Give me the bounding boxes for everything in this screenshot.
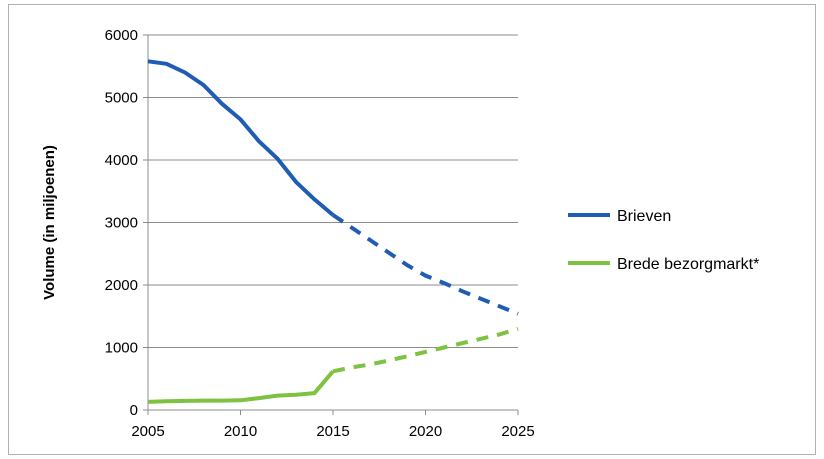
series-line-brieven bbox=[147, 59, 335, 217]
legend-label: Brieven bbox=[617, 208, 671, 225]
y-tick-label: 5000 bbox=[105, 90, 138, 107]
x-tick-label: 2020 bbox=[409, 423, 442, 440]
y-tick-label: 2000 bbox=[105, 277, 138, 294]
x-tick-label: 2025 bbox=[501, 423, 534, 440]
x-tick-label: 2015 bbox=[316, 423, 349, 440]
series-forecast-line-brede-bezorgmarkt bbox=[332, 326, 519, 374]
y-tick-label: 3000 bbox=[105, 215, 138, 232]
x-tick-label: 2010 bbox=[224, 423, 257, 440]
chart-frame bbox=[8, 4, 816, 455]
x-tick-label: 2005 bbox=[131, 423, 164, 440]
series-forecast-line-brieven bbox=[331, 213, 519, 316]
y-tick-label: 4000 bbox=[105, 152, 138, 169]
y-tick-label: 0 bbox=[130, 402, 138, 419]
y-tick-label: 1000 bbox=[105, 340, 138, 357]
y-axis-label: Volume (in miljoenen) bbox=[41, 145, 58, 300]
series-line-brede-bezorgmarkt bbox=[147, 370, 335, 404]
legend-label: Brede bezorgmarkt* bbox=[617, 256, 759, 273]
y-tick-label: 6000 bbox=[105, 27, 138, 44]
